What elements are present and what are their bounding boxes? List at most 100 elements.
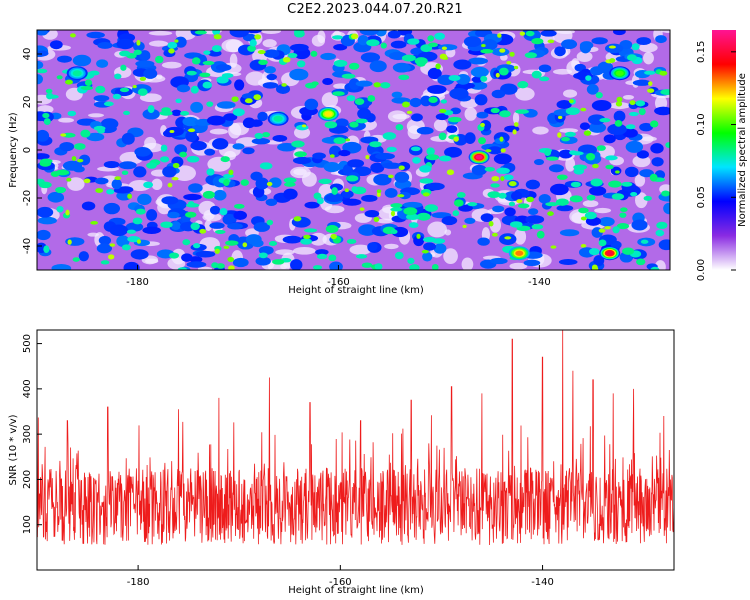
spectrogram-y-tick-label: 40 [22, 48, 33, 61]
spectrogram-cell [255, 177, 269, 190]
spectrogram-cell [341, 73, 356, 79]
spectrogram-cell [386, 146, 397, 153]
spectrogram-cell [373, 173, 392, 186]
spectrogram-cell [359, 30, 379, 36]
spectrogram-cell [160, 156, 170, 163]
spectrogram-cell [538, 64, 552, 73]
spectrogram-cell [188, 201, 195, 206]
spectrogram-cell [355, 80, 373, 87]
spectrogram-cell [558, 258, 578, 266]
spectrogram-cell [202, 190, 215, 199]
spectrogram-cell [188, 183, 203, 193]
spectrogram-cell [636, 258, 646, 266]
spectrogram-cell [608, 180, 622, 188]
spectrogram-cell [526, 196, 534, 203]
spectrogram-cell [348, 62, 360, 70]
spectrogram-cell [116, 235, 130, 247]
spectrogram-cell [508, 181, 517, 187]
spectrogram-cell [650, 143, 664, 154]
spectrogram-cell [289, 43, 309, 52]
spectrogram-cell [565, 107, 580, 115]
spectrogram-cell [644, 70, 656, 75]
spectrogram-cell [471, 164, 487, 176]
spectrogram-cell [95, 85, 106, 94]
spectrogram-cell [497, 33, 502, 38]
spectrogram-cell [216, 101, 236, 109]
spectrogram-cell [616, 96, 623, 103]
spectrogram-cell [374, 263, 383, 270]
spectrogram-cell [67, 239, 72, 245]
spectrogram-cell [471, 76, 483, 83]
spectrogram-cell [169, 252, 180, 259]
spectrogram-cell [649, 173, 658, 182]
spectrogram-cell [464, 217, 476, 224]
spectrogram-cell [232, 108, 245, 117]
spectrogram-cell [585, 152, 596, 161]
spectrogram-cell [392, 62, 411, 73]
spectrogram-cell [508, 201, 516, 207]
spectrogram-cell [175, 98, 182, 104]
spectrogram-cell [630, 191, 638, 197]
spectrogram-cell [598, 228, 606, 233]
spectrogram-cell [402, 101, 410, 108]
spectrogram-cell [394, 251, 404, 260]
spectrogram-cell [65, 79, 73, 85]
spectrogram-cell [264, 66, 276, 74]
spectrogram-cell [478, 137, 486, 145]
spectrogram-cell [304, 98, 319, 111]
spectrogram-cell [578, 207, 589, 214]
spectrogram-cell [565, 156, 576, 172]
spectrogram-cell [524, 52, 537, 59]
spectrogram-cell [390, 210, 396, 217]
spectrogram-cell [148, 30, 173, 36]
spectrogram-cell [70, 33, 76, 38]
spectrogram-cell [391, 91, 403, 99]
spectrogram-cell [461, 257, 474, 270]
colorbar-gradient [712, 30, 736, 270]
spectrogram-cell [550, 245, 557, 249]
spectrogram-cell [641, 136, 657, 142]
spectrogram-cell [225, 240, 239, 246]
spectrogram-cell [268, 177, 282, 188]
spectrogram-cell [349, 244, 372, 255]
spectrogram-cell [403, 201, 423, 209]
spectrogram-cell [561, 39, 578, 50]
spectrogram-cell [43, 245, 50, 254]
spectrogram-cell [227, 222, 243, 230]
spectrogram-cell [453, 136, 459, 142]
spectrogram-cell [304, 228, 318, 233]
spectrogram-cell [401, 54, 416, 62]
spectrogram-cell [290, 259, 303, 270]
spectrogram-hotspot [615, 70, 624, 76]
spectrogram-cell [165, 126, 184, 137]
spectrogram-cell [355, 118, 368, 124]
spectrogram-cell [213, 34, 222, 40]
spectrogram-cell [573, 164, 588, 171]
spectrogram-cell [588, 122, 607, 133]
spectrogram-cell [223, 245, 230, 250]
spectrogram-cell [247, 45, 256, 52]
spectrogram-cell [422, 252, 433, 262]
spectrogram-cell [517, 80, 529, 89]
spectrogram-cell [355, 254, 368, 259]
colorbar-label: Normalized spectral amplitude [737, 73, 748, 227]
spectrogram-cell [580, 243, 587, 248]
spectrogram-cell [143, 68, 158, 79]
spectrogram-cell [121, 132, 135, 145]
spectrogram-hotspot [606, 250, 614, 256]
spectrogram-cell [384, 243, 399, 250]
spectrogram-cell [228, 169, 234, 176]
spectrogram-cell [636, 150, 649, 159]
spectrogram-cell [320, 52, 336, 61]
spectrogram-cell [387, 110, 407, 123]
spectrogram-cell [233, 203, 245, 209]
spectrogram-cell [499, 110, 511, 118]
spectrogram-cell [37, 60, 44, 70]
spectrogram-cell [65, 209, 70, 216]
spectrogram-cell [663, 202, 670, 215]
spectrogram-cell [283, 182, 296, 187]
spectrogram-cell [132, 85, 137, 89]
spectrogram-cell [589, 248, 600, 256]
spectrogram-cell [484, 166, 496, 172]
